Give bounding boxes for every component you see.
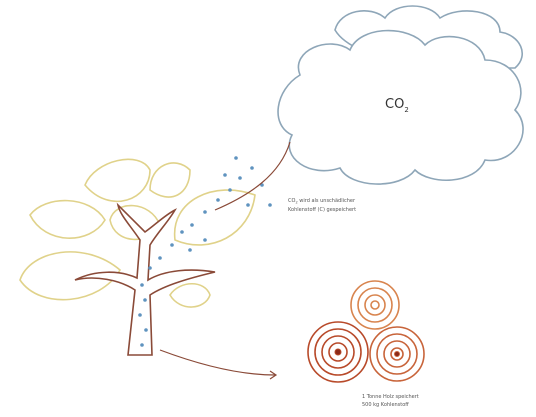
tree-trunk — [74, 202, 216, 356]
note-rest: wird als unschädlicher — [298, 198, 356, 204]
note-co: CO — [288, 198, 295, 204]
wood-note: 500 kg Kohlenstoff — [362, 402, 409, 408]
co-sub: 2 — [404, 106, 408, 114]
co2-dots — [138, 156, 272, 347]
wood-arrow — [159, 349, 278, 380]
cloud-label: CO2 — [385, 97, 409, 114]
clouds: CO2 — [277, 5, 524, 185]
co-text: CO — [385, 97, 404, 112]
note-sub: 2 — [295, 201, 297, 205]
logs — [307, 280, 425, 383]
storage-note: CO2 wird als unschädlicher — [288, 198, 356, 205]
storage-arrow — [214, 141, 291, 211]
storage-note: Kohlenstoff (C) gespeichert — [288, 207, 356, 213]
wood-note: 1 Tonne Holz speichert — [362, 394, 419, 400]
